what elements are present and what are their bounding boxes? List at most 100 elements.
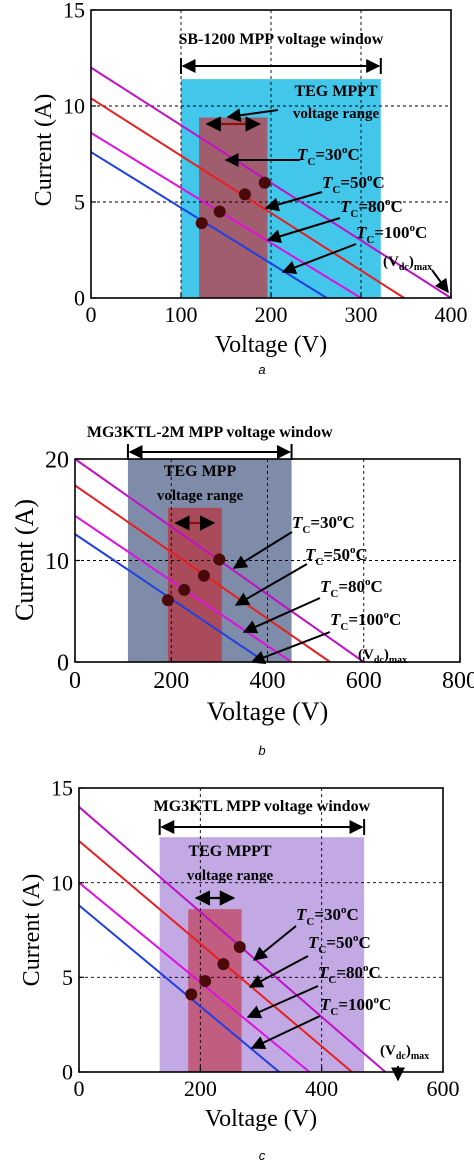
temperature-label-degree: o bbox=[363, 962, 369, 974]
mpp-point-marker bbox=[161, 594, 174, 607]
temperature-label-sub: C bbox=[302, 524, 310, 536]
vdc-close: ) bbox=[409, 254, 414, 270]
temperature-label-sub: C bbox=[330, 588, 338, 600]
y-axis-title: Current (A) bbox=[19, 874, 45, 987]
temperature-label-value: =30 bbox=[315, 145, 342, 164]
temperature-label-unit: C bbox=[343, 513, 355, 532]
temperature-label-main: T bbox=[297, 145, 308, 164]
mpp-point-marker bbox=[213, 205, 226, 218]
temperature-pointer-arrow bbox=[242, 597, 321, 634]
temperature-label: TC=80oC bbox=[340, 196, 403, 220]
iv-curve-line-t-c-50-c bbox=[78, 840, 353, 1073]
temperature-label-degree: o bbox=[341, 904, 347, 916]
x-tick-label: 400 bbox=[305, 1076, 338, 1101]
temperature-pointer-arrow bbox=[264, 191, 323, 212]
temperature-label: TC=100oC bbox=[356, 222, 427, 246]
y-axis-title: Current (A) bbox=[10, 499, 39, 621]
teg-mppt-range-band bbox=[199, 117, 268, 299]
temperature-label-unit: C bbox=[379, 995, 391, 1014]
x-tick-label: 0 bbox=[74, 1076, 85, 1101]
temperature-pointer-arrow bbox=[250, 1015, 321, 1049]
temperature-label: TC=100oC bbox=[320, 994, 391, 1018]
temperature-label: TC=80oC bbox=[320, 576, 383, 600]
temperature-label-degree: o bbox=[384, 609, 390, 621]
vdc-max-pointer-arrow bbox=[431, 269, 449, 294]
mpp-point-marker bbox=[199, 975, 212, 988]
mpp-point-marker bbox=[178, 583, 191, 596]
vdc-max-label: (Vdc)max bbox=[383, 254, 432, 273]
temperature-label-value: =80 bbox=[336, 963, 363, 982]
teg-mppt-label-line1: TEG MPP bbox=[164, 463, 237, 480]
temperature-label-sub: C bbox=[332, 184, 340, 196]
iv-curve-line-t-c-30-c bbox=[78, 806, 387, 1073]
temperature-label-value: =100 bbox=[374, 223, 409, 242]
vdc-sub: dc bbox=[374, 655, 385, 666]
teg-mppt-label-line1: TEG MPPT bbox=[188, 843, 271, 860]
mpp-point-marker bbox=[233, 941, 246, 954]
temperature-label-main: T bbox=[318, 963, 329, 982]
temperature-label-unit: C bbox=[347, 905, 359, 924]
x-axis-title: Voltage (V) bbox=[205, 1106, 317, 1132]
mpp-window-label: MG3KTL MPP voltage window bbox=[154, 798, 371, 815]
x-tick-label: 200 bbox=[255, 302, 288, 327]
vdc-sub: dc bbox=[396, 1051, 407, 1062]
vdc-open: (V bbox=[380, 1043, 396, 1059]
x-tick-label: 600 bbox=[427, 1076, 460, 1101]
y-tick-label: 15 bbox=[63, 0, 85, 23]
temperature-label-unit: C bbox=[373, 173, 385, 192]
temperature-label-sub: C bbox=[350, 208, 358, 220]
x-tick-label: 0 bbox=[86, 302, 97, 327]
mpp-point-marker bbox=[185, 988, 198, 1001]
vdc-max-label: (Vdc)max bbox=[358, 647, 407, 666]
temperature-label-main: T bbox=[308, 933, 319, 952]
temperature-pointer-arrow bbox=[266, 217, 341, 244]
y-tick-label: 10 bbox=[51, 870, 73, 895]
temperature-label-value: =30 bbox=[310, 513, 337, 532]
temperature-label-main: T bbox=[322, 173, 333, 192]
y-tick-label: 10 bbox=[63, 94, 85, 119]
temperature-label-sub: C bbox=[340, 621, 348, 633]
temperature-label-unit: C bbox=[389, 610, 401, 629]
temperature-pointer-arrow bbox=[250, 631, 331, 665]
iv-curve-line-t-c-100-c bbox=[78, 904, 280, 1073]
temperature-label-main: T bbox=[320, 577, 331, 596]
temperature-label-unit: C bbox=[348, 145, 360, 164]
mpp-window-label: SB-1200 MPP voltage window bbox=[178, 31, 383, 48]
temperature-label-degree: o bbox=[367, 172, 373, 184]
temperature-label-degree: o bbox=[410, 222, 416, 234]
temperature-label-value: =50 bbox=[323, 545, 350, 564]
temperature-label-value: =30 bbox=[314, 905, 341, 924]
temperature-label-main: T bbox=[296, 905, 307, 924]
teg-mppt-label-line2: voltage range bbox=[157, 488, 244, 504]
x-tick-label: 400 bbox=[250, 668, 286, 694]
temperature-pointer-arrow bbox=[248, 955, 309, 988]
temperature-label-unit: C bbox=[371, 577, 383, 596]
mpp-point-marker bbox=[213, 553, 226, 566]
temperature-label-value: =100 bbox=[348, 610, 383, 629]
y-tick-label: 5 bbox=[62, 965, 73, 990]
teg-mppt-range-band bbox=[188, 909, 242, 1072]
temperature-pointer-arrow bbox=[232, 531, 293, 569]
mpp-point-marker bbox=[217, 958, 230, 971]
iv-curve-line-t-c-80-c bbox=[78, 881, 311, 1073]
temperature-label: TC=100oC bbox=[330, 609, 401, 633]
temperature-pointer-arrow bbox=[252, 925, 297, 961]
temperature-label-value: =80 bbox=[338, 577, 365, 596]
temperature-label: TC=50oC bbox=[305, 544, 368, 568]
x-tick-label: 200 bbox=[184, 1076, 217, 1101]
plot-frame bbox=[78, 787, 444, 1073]
temperature-label-unit: C bbox=[415, 223, 427, 242]
panel-caption: b bbox=[258, 743, 265, 758]
y-tick-label: 0 bbox=[62, 1060, 73, 1085]
temperature-label-sub: C bbox=[318, 944, 326, 956]
mpp-point-marker bbox=[238, 188, 251, 201]
vdc-max-label: (Vdc)max bbox=[380, 1043, 429, 1062]
vdc-subtail: max bbox=[411, 1051, 429, 1062]
chart-panel-b: 0 200 400 600 800 0 10 20 Voltage (V) Current (A)… bbox=[10, 424, 474, 758]
temperature-label: TC=30oC bbox=[297, 144, 360, 168]
x-tick-label: 400 bbox=[435, 302, 468, 327]
teg-mppt-pointer-arrow bbox=[226, 108, 279, 123]
temperature-label-sub: C bbox=[306, 916, 314, 928]
x-tick-label: 0 bbox=[69, 668, 81, 694]
x-tick-label: 100 bbox=[165, 302, 198, 327]
